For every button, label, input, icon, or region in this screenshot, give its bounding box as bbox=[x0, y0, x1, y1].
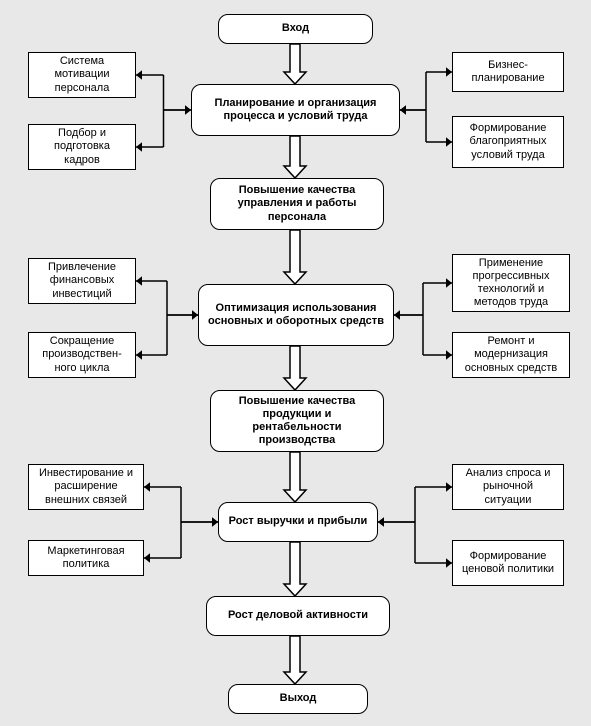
node-label: Бизнес-планирование bbox=[459, 59, 557, 85]
node-l1a: Система мотивации персонала bbox=[28, 52, 136, 98]
down-arrow-icon bbox=[284, 452, 306, 502]
node-r1a: Бизнес-планирование bbox=[452, 52, 564, 92]
arrowhead-icon bbox=[378, 517, 384, 527]
node-label: Привлечение финансовых инвестиций bbox=[35, 261, 129, 301]
node-label: Применение прогрессивных технологий и ме… bbox=[459, 257, 563, 310]
node-c3: Оптимизация использования основных и обо… bbox=[198, 284, 394, 346]
node-c6: Рост деловой активности bbox=[206, 596, 390, 636]
down-arrow-icon bbox=[284, 636, 306, 684]
arrowhead-icon bbox=[136, 142, 142, 152]
node-label: Анализ спроса и рыночной ситуации bbox=[459, 467, 557, 507]
node-r3b: Ремонт и модернизация основных средств bbox=[452, 332, 570, 378]
node-label: Маркетинговая политика bbox=[35, 545, 137, 571]
arrowhead-icon bbox=[394, 310, 400, 320]
node-c1: Планирование и организация процесса и ус… bbox=[191, 84, 400, 136]
arrowhead-icon bbox=[394, 310, 400, 320]
arrowhead-icon bbox=[144, 482, 150, 492]
node-c4: Повышение качества продукции и рентабель… bbox=[210, 390, 384, 452]
down-arrow-icon bbox=[284, 44, 306, 84]
node-label: Вход bbox=[282, 22, 309, 35]
node-label: Формирование благоприятных условий труда bbox=[459, 122, 557, 162]
node-l3b: Сокращение производствен-ного цикла bbox=[28, 332, 136, 378]
arrowhead-icon bbox=[378, 517, 384, 527]
down-arrow-icon bbox=[284, 346, 306, 390]
node-l5b: Маркетинговая политика bbox=[28, 540, 144, 576]
node-label: Повышение качества управления и работы п… bbox=[217, 184, 377, 224]
down-arrow-icon bbox=[284, 230, 306, 284]
node-l3a: Привлечение финансовых инвестиций bbox=[28, 258, 136, 304]
node-label: Рост деловой активности bbox=[228, 609, 368, 622]
node-r5b: Формирование ценовой политики bbox=[452, 540, 564, 586]
arrowhead-icon bbox=[136, 70, 142, 80]
node-l1b: Подбор и подготовка кадров bbox=[28, 124, 136, 170]
arrowhead-icon bbox=[136, 276, 142, 286]
arrowhead-icon bbox=[136, 350, 142, 360]
node-start: Вход bbox=[218, 14, 373, 44]
node-label: Ремонт и модернизация основных средств bbox=[459, 335, 563, 375]
node-end: Выход bbox=[228, 684, 368, 714]
node-c2: Повышение качества управления и работы п… bbox=[210, 178, 384, 230]
arrowhead-icon bbox=[144, 553, 150, 563]
node-label: Система мотивации персонала bbox=[35, 55, 129, 95]
node-label: Планирование и организация процесса и ус… bbox=[198, 97, 393, 123]
arrowhead-icon bbox=[400, 105, 406, 115]
node-label: Повышение качества продукции и рентабель… bbox=[217, 395, 377, 448]
node-r1b: Формирование благоприятных условий труда bbox=[452, 116, 564, 168]
node-label: Выход bbox=[280, 692, 317, 705]
node-l5a: Инвестирование и расширение внешних связ… bbox=[28, 464, 144, 510]
arrowhead-icon bbox=[400, 105, 406, 115]
node-label: Инвестирование и расширение внешних связ… bbox=[35, 467, 137, 507]
down-arrow-icon bbox=[284, 136, 306, 178]
down-arrow-icon bbox=[284, 542, 306, 596]
node-label: Оптимизация использования основных и обо… bbox=[205, 302, 387, 328]
node-label: Сокращение производствен-ного цикла bbox=[35, 335, 129, 375]
node-label: Подбор и подготовка кадров bbox=[35, 127, 129, 167]
node-c5: Рост выручки и прибыли bbox=[218, 502, 378, 542]
node-r5a: Анализ спроса и рыночной ситуации bbox=[452, 464, 564, 510]
node-r3a: Применение прогрессивных технологий и ме… bbox=[452, 254, 570, 312]
node-label: Формирование ценовой политики bbox=[459, 550, 557, 576]
node-label: Рост выручки и прибыли bbox=[229, 515, 368, 528]
